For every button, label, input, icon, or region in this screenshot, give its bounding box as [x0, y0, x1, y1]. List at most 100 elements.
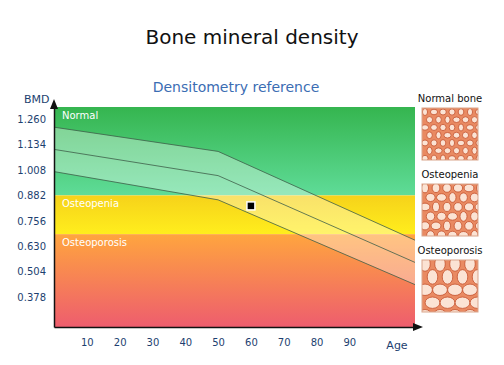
bone-pore	[445, 116, 450, 123]
bone-pore	[440, 297, 455, 308]
bone-pore	[467, 155, 473, 160]
bone-pore	[422, 155, 428, 160]
reference-line	[54, 149, 415, 262]
x-tick-label: 30	[147, 337, 160, 348]
bone-pore	[472, 132, 478, 139]
bone-pore	[463, 284, 478, 295]
bone-pore	[466, 125, 473, 131]
x-tick: 20	[114, 327, 127, 348]
bone-pore	[465, 222, 473, 231]
bone-pore	[440, 155, 445, 160]
x-tick: 70	[278, 327, 291, 348]
bone-pore	[470, 297, 478, 308]
bone-pore	[443, 221, 450, 231]
x-tick: 90	[343, 327, 356, 348]
bone-pore	[448, 213, 458, 221]
bone-panel-label: Osteopenia	[421, 169, 478, 180]
bone-pore	[471, 230, 478, 236]
title: Bone mineral density	[145, 25, 358, 49]
bone-pore	[467, 108, 472, 115]
bone-pore	[471, 117, 477, 123]
bone-pore	[444, 148, 451, 154]
bone-pore	[422, 125, 429, 131]
bone-pore	[431, 155, 437, 160]
bone-pore	[448, 231, 457, 236]
bone-pore	[431, 125, 438, 131]
bone-pore	[430, 109, 437, 115]
x-tick: 80	[311, 327, 324, 348]
bone-pore	[440, 109, 447, 115]
chart: Bone mineral density Densitometry referen…	[0, 0, 504, 365]
y-tick: 0.378	[17, 292, 54, 303]
bone-pore	[440, 124, 446, 130]
bone-pore	[449, 109, 455, 115]
bone-pore	[426, 212, 434, 221]
bone-pore	[436, 116, 442, 123]
bone-pore	[462, 117, 469, 123]
bone-pore	[422, 284, 432, 295]
bone-pore	[454, 221, 462, 230]
bone-pore	[431, 222, 441, 230]
bone-pore	[470, 193, 478, 202]
bone-panel-label: Osteoporosis	[418, 245, 483, 256]
bone-panel	[422, 260, 478, 312]
x-tick: 50	[212, 327, 225, 348]
bone-panel-frame	[422, 260, 478, 312]
y-tick-label: 1.134	[17, 139, 46, 150]
bone-panel	[422, 184, 478, 236]
bone-pore	[433, 284, 448, 295]
x-tick-label: 60	[245, 337, 258, 348]
bone-pore	[458, 109, 464, 116]
x-tick-label: 10	[81, 337, 94, 348]
x-tick-label: 90	[343, 337, 356, 348]
x-axis-line	[55, 327, 416, 329]
bone-pore	[436, 132, 441, 139]
bone-pore	[453, 184, 462, 192]
bone-pore	[472, 147, 477, 154]
bone-pore	[435, 260, 446, 271]
subtitle: Densitometry reference	[153, 79, 320, 95]
bone-pore	[458, 124, 463, 131]
y-arrow	[50, 99, 58, 109]
bone-pore	[457, 140, 464, 146]
bone-pore	[453, 117, 460, 123]
bone-pore	[472, 270, 478, 285]
bone-pore	[449, 124, 455, 131]
bone-pore	[425, 297, 440, 308]
bone-pore	[437, 231, 445, 236]
bone-pore	[458, 155, 465, 160]
bone-pore	[443, 202, 451, 211]
bone-pore	[463, 147, 469, 154]
x-tick-label: 20	[114, 337, 127, 348]
bone-pore	[435, 148, 442, 154]
bone-panel-frame	[422, 184, 478, 236]
patient-point	[247, 202, 255, 210]
y-tick-label: 0.756	[17, 216, 46, 227]
y-tick: 0.504	[17, 266, 54, 277]
bone-pore	[462, 132, 468, 138]
bone-pore	[450, 260, 461, 271]
x-tick-label: 50	[212, 337, 225, 348]
bone-pore	[443, 184, 451, 192]
bone-panel-frame	[422, 108, 478, 160]
bone-panel-label: Normal bone	[418, 93, 482, 104]
bone-pore	[449, 139, 454, 146]
y-tick-label: 0.630	[17, 241, 46, 252]
bone-pore	[440, 140, 446, 147]
y-axis-line	[54, 108, 56, 328]
zone-label: Osteopenia	[62, 198, 119, 209]
bone-pore	[448, 284, 463, 295]
reference-line	[54, 172, 415, 285]
bone-pore	[453, 148, 459, 154]
bone-pore	[457, 270, 468, 285]
zone-label: Osteoporosis	[62, 237, 127, 248]
y-tick-label: 1.008	[17, 165, 46, 176]
bone-pore	[427, 231, 435, 236]
bone-pore	[422, 184, 429, 193]
bone-panel-bg	[422, 184, 478, 236]
bone-pore	[449, 193, 456, 203]
bone-pore	[471, 212, 478, 221]
bone-pore	[460, 212, 467, 222]
x-tick-label: 70	[278, 337, 291, 348]
x-tick: 10	[81, 327, 94, 348]
